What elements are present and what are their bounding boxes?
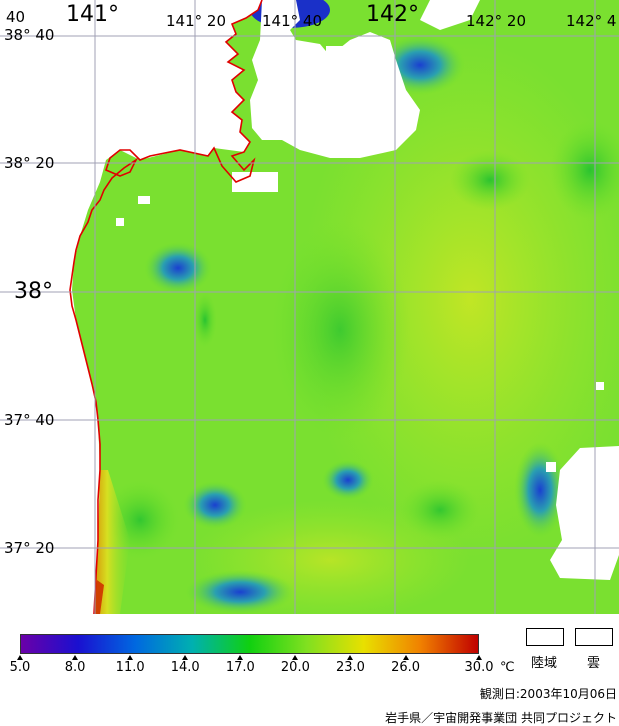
- cloud-area: [546, 462, 556, 472]
- cloud-area: [420, 0, 480, 30]
- sea-temperature-map: [0, 0, 619, 614]
- warm-coastal-water: [92, 470, 130, 614]
- colorbar-tick-label: 26.0: [391, 660, 421, 675]
- colorbar-tick: [237, 655, 244, 660]
- cold-spot: [193, 292, 217, 348]
- lon-label: 142° 4: [566, 12, 617, 30]
- land-legend-label: 陸域: [531, 656, 558, 671]
- observation-date: 観測日:2003年10月06日: [479, 687, 617, 701]
- colorbar-tick-label: 17.0: [225, 660, 255, 675]
- colorbar-tick-label: 11.0: [115, 660, 145, 675]
- corner-label: 40: [6, 8, 26, 26]
- land-legend-swatch: [526, 628, 564, 646]
- lon-label: 142°: [366, 2, 419, 27]
- colorbar-tick: [17, 655, 23, 660]
- cloud-area: [116, 218, 124, 226]
- colorbar-tick-label: 8.0: [64, 660, 86, 675]
- cloud-area: [550, 446, 619, 580]
- cloud-area: [138, 196, 150, 204]
- colorbar-tick: [476, 655, 482, 660]
- cloud-area: [596, 382, 604, 390]
- lon-label: 142° 20: [466, 12, 526, 30]
- colorbar-tick-label: 20.0: [280, 660, 310, 675]
- colorbar-tick: [127, 655, 134, 660]
- colorbar-tick: [72, 655, 79, 660]
- warm-water-east: [300, 40, 619, 560]
- cold-spot: [322, 460, 374, 500]
- colorbar-tick-label: 5.0: [9, 660, 31, 675]
- colorbar-tick: [292, 655, 299, 660]
- lat-label: 38°: [14, 279, 53, 304]
- lat-label: 38° 20: [4, 154, 55, 172]
- colorbar-tick: [347, 655, 354, 660]
- coordinate-grid: [0, 0, 619, 614]
- temperature-colorbar: [20, 634, 479, 654]
- colorbar-tick-label: 30.0: [464, 660, 494, 675]
- cool-patch: [450, 150, 530, 210]
- cloud-area: [232, 172, 278, 192]
- cold-spot: [185, 570, 295, 614]
- cool-patch: [550, 120, 619, 220]
- colorbar-tick: [402, 655, 409, 660]
- cloud-area: [326, 46, 356, 66]
- cold-spot: [183, 481, 247, 529]
- lon-label: 141°: [66, 2, 119, 27]
- lat-label: 37° 40: [4, 411, 55, 429]
- coastline: [69, 0, 263, 614]
- cool-patch: [400, 480, 480, 540]
- lon-label: 141° 40: [262, 12, 322, 30]
- cold-spot: [144, 242, 212, 294]
- lat-label: 38° 40: [4, 26, 55, 44]
- cloud-area: [250, 0, 420, 158]
- lon-label: 141° 20: [166, 12, 226, 30]
- colorbar-tick: [182, 655, 189, 660]
- cloud-legend-swatch: [575, 628, 613, 646]
- cloud-legend-label: 雲: [587, 656, 601, 671]
- cool-patch: [270, 220, 410, 440]
- colorbar-tick-label: 23.0: [335, 660, 365, 675]
- colorbar-tick-label: 14.0: [170, 660, 200, 675]
- lat-label: 37° 20: [4, 539, 55, 557]
- temperature-unit: ℃: [500, 660, 515, 675]
- credit-line: 岩手県／宇宙開発事業団 共同プロジェクト: [385, 711, 617, 725]
